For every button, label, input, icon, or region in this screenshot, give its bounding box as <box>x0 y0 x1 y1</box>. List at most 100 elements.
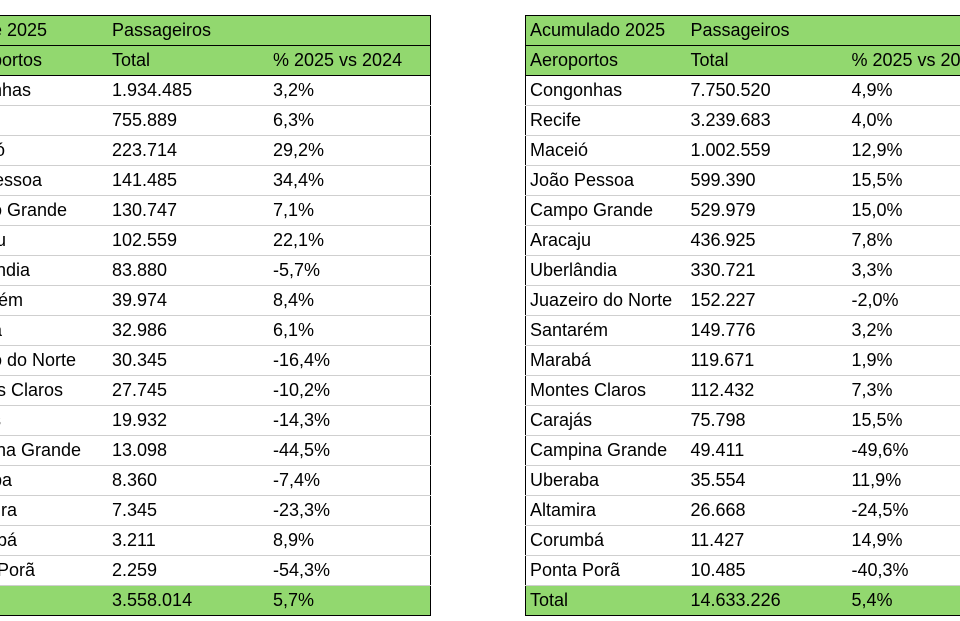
percent-change-cell: 8,4% <box>269 285 431 316</box>
percent-change-cell: -10,2% <box>269 375 431 406</box>
percent-change-cell: 7,1% <box>269 195 431 226</box>
table-row: Ponta Porã 10.485 -40,3% <box>525 555 960 586</box>
percent-change-cell: 3,3% <box>847 255 960 286</box>
table-row: Recife 3.239.683 4,0% <box>525 105 960 136</box>
table-row: Aracaju 436.925 7,8% <box>525 225 960 256</box>
percent-change-cell: 15,5% <box>847 405 960 436</box>
airport-cell: ás <box>0 405 108 436</box>
percent-change-cell: -54,3% <box>269 555 431 586</box>
total-cell: Passageiros <box>686 15 848 46</box>
airport-cell: Altamira <box>525 495 687 526</box>
total-row: 3.558.014 5,7% <box>0 585 431 616</box>
total-cell: Passageiros <box>108 15 269 46</box>
airport-cell: Pessoa <box>0 165 108 196</box>
airport-cell: iro do Norte <box>0 345 108 376</box>
percent-change-cell: -16,4% <box>269 345 431 376</box>
table-row: ás19.932-14,3% <box>0 405 431 436</box>
percent-change-cell: 11,9% <box>847 465 960 496</box>
total-row: Total 14.633.226 5,4% <box>525 585 960 616</box>
airport-cell: tes Claros <box>0 375 108 406</box>
airport-cell: Uberlândia <box>525 255 687 286</box>
airport-cell: mira <box>0 495 108 526</box>
percent-change-cell: 4,0% <box>847 105 960 136</box>
percent-change-cell: -14,3% <box>269 405 431 436</box>
percent-change-cell: % 2025 vs 2024 <box>269 45 431 76</box>
airport-cell: Maceió <box>525 135 687 166</box>
percent-change-cell: -7,4% <box>269 465 431 496</box>
table-row: Uberaba 35.554 11,9% <box>525 465 960 496</box>
total-cell: 223.714 <box>108 135 269 166</box>
accumulated-passengers-table: Acumulado 2025 Passageiros Aeroportos Total… <box>525 15 960 616</box>
percent-change-cell: 15,0% <box>847 195 960 226</box>
table-row: mira7.345-23,3% <box>0 495 431 526</box>
airport-cell: Juazeiro do Norte <box>525 285 687 316</box>
total-cell: 330.721 <box>686 255 848 286</box>
airport-cell: Total <box>525 585 687 616</box>
table-row: Marabá 119.671 1,9% <box>525 345 960 376</box>
total-cell: 3.239.683 <box>686 105 848 136</box>
percent-change-cell: 3,2% <box>269 75 431 106</box>
percent-change-cell: 6,3% <box>269 105 431 136</box>
airport-cell: arém <box>0 285 108 316</box>
total-cell: 32.986 <box>108 315 269 346</box>
table-row: Congonhas 7.750.520 4,9% <box>525 75 960 106</box>
monthly-passengers-table: de 2025PassageirosoportosTotal% 2025 vs … <box>0 15 431 616</box>
percent-change-cell: 6,1% <box>269 315 431 346</box>
total-cell: 35.554 <box>686 465 848 496</box>
total-cell: 755.889 <box>108 105 269 136</box>
percent-change-cell: 5,7% <box>269 585 431 616</box>
total-cell: 13.098 <box>108 435 269 466</box>
airport-cell: Santarém <box>525 315 687 346</box>
table-row: Carajás 75.798 15,5% <box>525 405 960 436</box>
table-row: João Pessoa 599.390 15,5% <box>525 165 960 196</box>
airport-cell: Aracaju <box>525 225 687 256</box>
airport-cell: Corumbá <box>525 525 687 556</box>
total-cell: 599.390 <box>686 165 848 196</box>
table-row: Campina Grande 49.411 -49,6% <box>525 435 960 466</box>
total-cell: 19.932 <box>108 405 269 436</box>
total-cell: 152.227 <box>686 285 848 316</box>
total-cell: 529.979 <box>686 195 848 226</box>
table-row: Montes Claros 112.432 7,3% <box>525 375 960 406</box>
percent-change-cell: 14,9% <box>847 525 960 556</box>
total-cell: 1.002.559 <box>686 135 848 166</box>
airport-cell <box>0 585 108 616</box>
total-cell: 7.345 <box>108 495 269 526</box>
airport-cell: e <box>0 105 108 136</box>
percent-change-cell: 4,9% <box>847 75 960 106</box>
airport-cell: Recife <box>525 105 687 136</box>
total-cell: 49.411 <box>686 435 848 466</box>
total-cell: 119.671 <box>686 345 848 376</box>
total-cell: 3.211 <box>108 525 269 556</box>
total-cell: 26.668 <box>686 495 848 526</box>
percent-change-cell: 7,8% <box>847 225 960 256</box>
airport-cell: bá <box>0 315 108 346</box>
airport-cell: oportos <box>0 45 108 76</box>
total-cell: 2.259 <box>108 555 269 586</box>
airport-cell: Montes Claros <box>525 375 687 406</box>
airport-cell: Campina Grande <box>525 435 687 466</box>
airport-cell: lândia <box>0 255 108 286</box>
total-cell: 14.633.226 <box>686 585 848 616</box>
total-cell: 102.559 <box>108 225 269 256</box>
airport-cell: de 2025 <box>0 15 108 46</box>
table-row: Santarém 149.776 3,2% <box>525 315 960 346</box>
total-cell: 436.925 <box>686 225 848 256</box>
airport-cell: Uberaba <box>525 465 687 496</box>
airport-cell: Ponta Porã <box>525 555 687 586</box>
total-cell: 130.747 <box>108 195 269 226</box>
percent-change-cell: 3,2% <box>847 315 960 346</box>
total-cell: Total <box>686 45 848 76</box>
total-cell: 30.345 <box>108 345 269 376</box>
airport-cell: Congonhas <box>525 75 687 106</box>
